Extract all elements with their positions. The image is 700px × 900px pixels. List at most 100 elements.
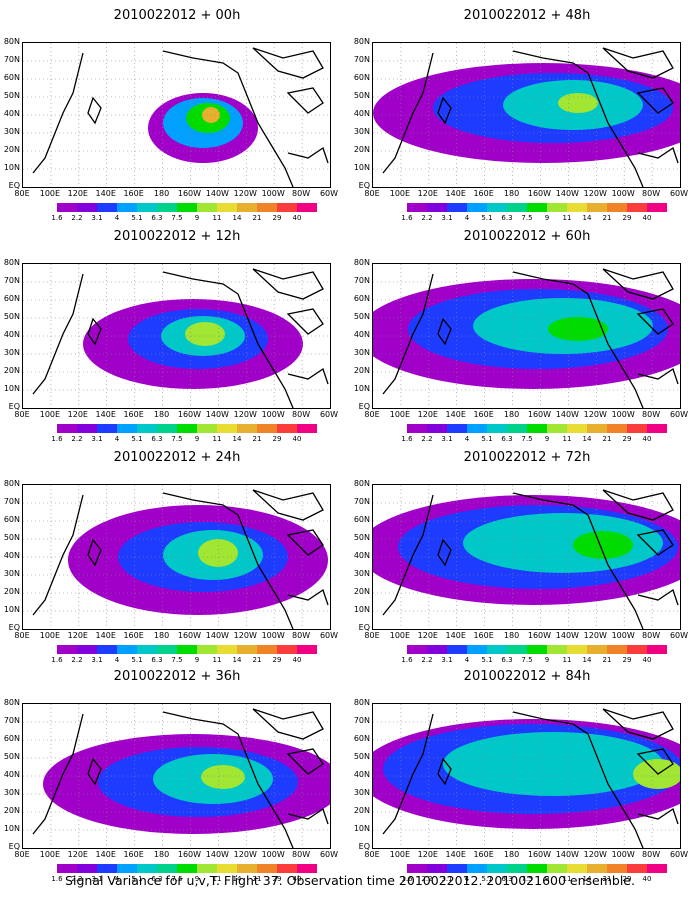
lat-label: 40N [3,109,20,118]
colorbar-swatch [177,424,197,433]
lon-label: 120W [583,189,607,198]
lon-label: 140W [555,631,579,640]
lat-label: 60N [3,734,20,743]
lat-label: 70N [353,716,370,725]
colorbar-label: 5.1 [131,214,143,222]
lon-label: 120W [583,410,607,419]
lat-label: 80N [3,258,20,267]
colorbar-label: 1.6 [401,214,413,222]
lat-label: EQ [358,181,370,190]
map-plot [372,703,681,849]
colorbar-label: 21 [252,656,262,664]
lon-label: 60W [669,410,689,419]
lon-label: 100W [611,631,635,640]
colorbar-label: 11 [562,214,572,222]
colorbar-swatch [217,203,237,212]
lat-label: 20N [3,587,20,596]
lon-label: 100W [261,850,285,859]
colorbar-label: 4 [464,656,470,664]
colorbar-swatch [217,645,237,654]
lon-label: 120E [67,189,88,198]
colorbar-swatch [467,645,487,654]
colorbar-label: 29 [272,435,282,443]
lon-label: 160E [473,410,494,419]
colorbar-label: 11 [212,435,222,443]
lon-label: 160E [473,189,494,198]
colorbar-swatch [217,864,237,873]
colorbar-swatch [117,645,137,654]
lon-label: 140E [445,631,466,640]
lon-label: 80W [292,631,311,640]
panel-title: 2010022012 + 84h [463,669,591,684]
colorbar-swatch [487,645,507,654]
colorbar-swatch [117,203,137,212]
colorbar-swatch [177,203,197,212]
lat-label: EQ [358,402,370,411]
colorbar-swatch [567,203,587,212]
colorbar-swatch [157,203,177,212]
lon-label: 60W [319,631,339,640]
colorbar-label: 2.2 [421,214,433,222]
colorbar-swatch [297,864,317,873]
colorbar [407,864,667,873]
colorbar-label: 3.1 [441,656,453,664]
lon-label: 160E [473,631,494,640]
colorbar-label: 6.3 [151,875,163,883]
colorbar [57,203,317,212]
colorbar-swatch [97,645,117,654]
colorbar-swatch [277,864,297,873]
variance-field [373,43,680,187]
lon-label: 180 [153,410,170,419]
colorbar-label: 2.2 [71,435,83,443]
colorbar-label: 9 [544,214,550,222]
lat-label: 60N [3,73,20,82]
lat-label: 20N [353,145,370,154]
colorbar-label: 1.6 [51,875,63,883]
lat-label: 70N [3,716,20,725]
lat-label: 80N [353,698,370,707]
lon-label: 60W [669,850,689,859]
colorbar [407,203,667,212]
colorbar-label: 40 [642,656,652,664]
colorbar-label: 29 [622,656,632,664]
colorbar-label: 7.5 [171,656,183,664]
colorbar-swatch [587,424,607,433]
colorbar-swatch [607,424,627,433]
lat-label: 10N [3,605,20,614]
colorbar-swatch [447,864,467,873]
lon-label: 140E [95,631,116,640]
colorbar-label: 5.1 [481,435,493,443]
lon-label: 100E [39,850,61,859]
colorbar-swatch [77,424,97,433]
lon-label: 160W [177,410,202,419]
colorbar-swatch [257,203,277,212]
variance-field [373,264,680,408]
variance-field [23,704,330,848]
colorbar-swatch [277,203,297,212]
figure-caption: Signal Variance for u,v,T. Flight 37. Ob… [65,873,635,888]
lat-label: 30N [3,127,20,136]
lon-label: 140W [205,189,229,198]
lat-label: EQ [358,842,370,851]
colorbar-swatch [77,203,97,212]
colorbar-swatch [507,424,527,433]
colorbar-label: 4 [114,214,120,222]
colorbar-swatch [407,203,427,212]
colorbar-swatch [527,203,547,212]
lon-label: 120W [233,189,257,198]
colorbar-swatch [647,864,667,873]
lat-label: 80N [3,698,20,707]
lon-label: 180 [503,189,520,198]
lat-label: 40N [3,770,20,779]
lat-label: 80N [3,37,20,46]
colorbar-label: 14 [582,656,592,664]
colorbar-swatch [237,203,257,212]
field-contour [548,317,608,341]
colorbar-label: 7.5 [171,435,183,443]
colorbar-label: 21 [602,656,612,664]
lat-label: EQ [8,842,20,851]
lat-label: 60N [353,734,370,743]
colorbar-swatch [77,864,97,873]
colorbar-label: 11 [562,656,572,664]
lat-label: 60N [3,294,20,303]
